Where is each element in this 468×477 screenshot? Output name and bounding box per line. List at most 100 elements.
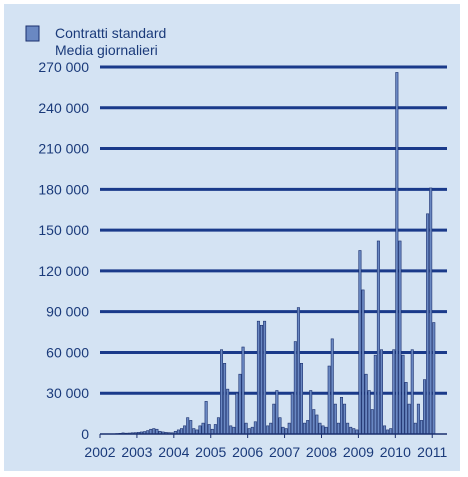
bar [235, 392, 239, 435]
bar [327, 365, 331, 435]
bar [376, 240, 380, 435]
bar [244, 422, 248, 435]
y-tick-label: 210 000 [38, 141, 89, 157]
bar [407, 403, 411, 435]
bar [426, 213, 430, 435]
bar [284, 428, 288, 435]
bar [287, 422, 291, 435]
bar [321, 425, 325, 435]
bar [189, 420, 193, 435]
bar [410, 349, 414, 435]
bar [343, 403, 347, 435]
bar [395, 72, 399, 435]
bar [416, 403, 420, 435]
bar [299, 363, 303, 435]
bar [419, 420, 423, 435]
bar [216, 417, 220, 435]
bar [250, 426, 254, 435]
legend-entry-2: Media giornalieri [55, 42, 158, 58]
bar [229, 425, 233, 435]
x-tick-label: 2008 [306, 444, 337, 460]
bar [152, 428, 156, 435]
bar [223, 363, 227, 435]
bar [241, 346, 245, 435]
x-tick-label: 2007 [269, 444, 300, 460]
bar [349, 426, 353, 435]
bar [204, 401, 208, 435]
x-tick-label: 2002 [84, 444, 115, 460]
x-tick-label: 2010 [380, 444, 411, 460]
bar [253, 421, 257, 435]
bar [207, 424, 211, 435]
bar [373, 354, 377, 435]
bar [269, 422, 273, 435]
bar [213, 424, 217, 435]
bar [432, 322, 436, 435]
bar [383, 425, 387, 435]
y-tick-label: 0 [81, 426, 89, 442]
bar [263, 320, 267, 435]
bar [247, 428, 251, 435]
y-tick-label: 90 000 [46, 304, 89, 320]
bar [260, 324, 264, 435]
chart-svg: Contratti standard Media giornalieri 0 30… [25, 25, 447, 460]
bar [318, 422, 322, 435]
bar [404, 382, 408, 435]
y-tick-label: 270 000 [38, 59, 89, 75]
bar [379, 349, 383, 435]
bar [364, 373, 368, 435]
bar [226, 388, 230, 435]
bar [367, 390, 371, 435]
bar [201, 422, 205, 435]
x-tick-label: 2009 [343, 444, 374, 460]
bar [303, 422, 307, 435]
bar [180, 428, 184, 435]
bar [429, 187, 433, 435]
bar [256, 320, 260, 435]
x-tick-label: 2005 [195, 444, 226, 460]
bar [358, 250, 362, 435]
bar [336, 422, 340, 435]
bar [352, 428, 356, 435]
bar [281, 426, 285, 435]
bar [272, 403, 276, 435]
bar [330, 338, 334, 435]
bar [423, 379, 427, 435]
bar [290, 392, 294, 435]
bar [238, 373, 242, 435]
y-tick-label: 120 000 [38, 263, 89, 279]
bar [296, 307, 300, 435]
y-tick-label: 30 000 [46, 385, 89, 401]
legend-entry-1: Contratti standard [55, 25, 166, 41]
bar [361, 289, 365, 435]
bar [312, 409, 316, 435]
bar [232, 426, 236, 435]
bar [389, 428, 393, 435]
bar [266, 425, 270, 435]
grid [100, 65, 447, 395]
bar [339, 396, 343, 435]
bar [186, 417, 190, 435]
bar [392, 349, 396, 435]
bar [324, 426, 328, 435]
bar [309, 390, 313, 435]
bar [346, 422, 350, 435]
x-tick-label: 2011 [417, 444, 447, 460]
x-axis: 2002 2003 2004 2005 2006 2007 2008 2009 2010 2011 [84, 433, 447, 460]
bar [275, 390, 279, 435]
bar [192, 428, 196, 435]
bar [278, 417, 282, 435]
bar [333, 403, 337, 435]
bar [183, 425, 187, 435]
bar [398, 240, 402, 435]
bar [306, 420, 310, 435]
bar [293, 341, 297, 435]
y-tick-label: 150 000 [38, 222, 89, 238]
x-tick-label: 2006 [232, 444, 263, 460]
chart-panel: Contratti standard Media giornalieri 0 30… [4, 4, 460, 471]
bar [401, 354, 405, 435]
y-tick-label: 180 000 [38, 181, 89, 197]
bar [315, 414, 319, 435]
x-tick-label: 2004 [158, 444, 189, 460]
y-tick-label: 60 000 [46, 344, 89, 360]
